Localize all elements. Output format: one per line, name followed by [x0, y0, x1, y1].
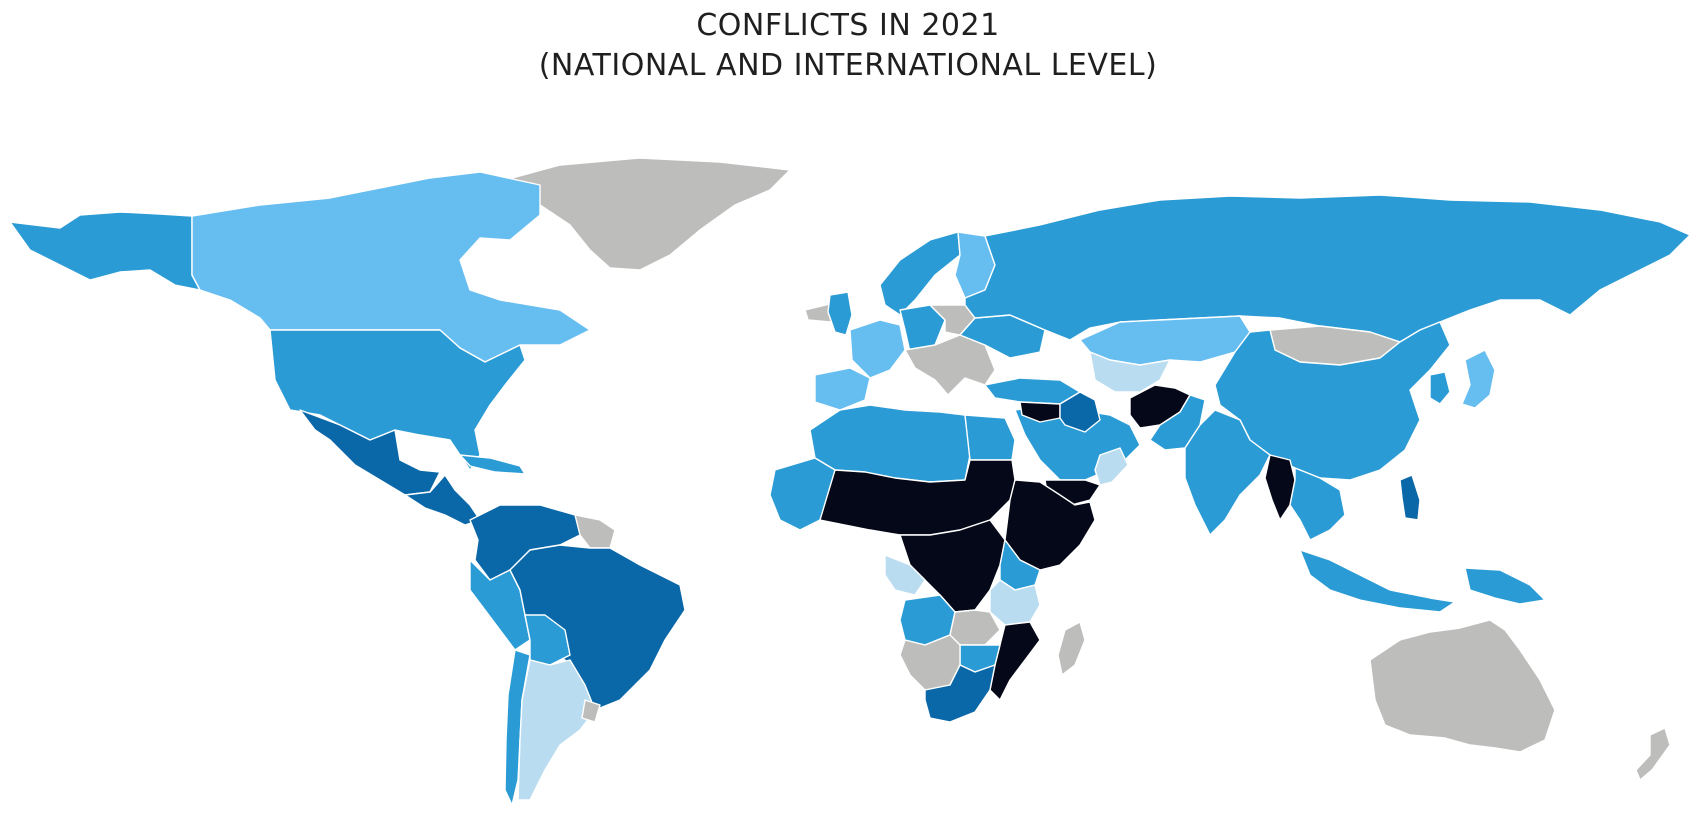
region-alaska [9, 211, 201, 291]
region-mexico [299, 409, 441, 496]
region-greenland [504, 157, 791, 271]
region-madagascar [1057, 621, 1086, 676]
region-tanzania [989, 579, 1041, 626]
region-papua [1464, 567, 1546, 605]
map-title: CONFLICTS IN 2021 (NATIONAL AND INTERNAT… [0, 6, 1696, 86]
region-central-asia [1089, 351, 1171, 393]
map-title-line-2: (NATIONAL AND INTERNATIONAL LEVEL) [538, 48, 1158, 83]
region-gabon-congo [884, 554, 926, 596]
region-indochina [1289, 467, 1346, 541]
region-central-america [404, 474, 481, 526]
region-uruguay [581, 699, 601, 723]
region-guianas [574, 514, 616, 549]
region-syria [1019, 401, 1061, 423]
world-map-svg [9, 157, 1691, 806]
region-bolivia [524, 614, 571, 666]
region-japan [1461, 349, 1496, 409]
region-south-africa [924, 664, 996, 723]
region-russia [964, 194, 1691, 343]
region-korea [1429, 371, 1451, 405]
region-scandinavia [879, 231, 961, 316]
region-uk [827, 291, 853, 336]
region-indonesia [1299, 549, 1456, 613]
region-india [1184, 409, 1271, 536]
map-title-line-1: CONFLICTS IN 2021 [696, 8, 1000, 43]
region-iraq [1059, 391, 1101, 433]
region-oman [1094, 447, 1129, 486]
region-new-zealand [1635, 727, 1671, 781]
region-philippines [1399, 474, 1421, 521]
world-map [0, 150, 1696, 820]
region-myanmar [1264, 454, 1296, 521]
region-iberia [814, 367, 871, 411]
region-egypt [964, 414, 1016, 461]
region-canada [191, 171, 591, 363]
region-mozambique [989, 621, 1041, 701]
region-western-europe [849, 319, 906, 379]
region-australia [1369, 619, 1556, 753]
region-zambia [949, 609, 1001, 646]
region-caribbean [459, 454, 526, 475]
region-argentina [517, 659, 596, 801]
